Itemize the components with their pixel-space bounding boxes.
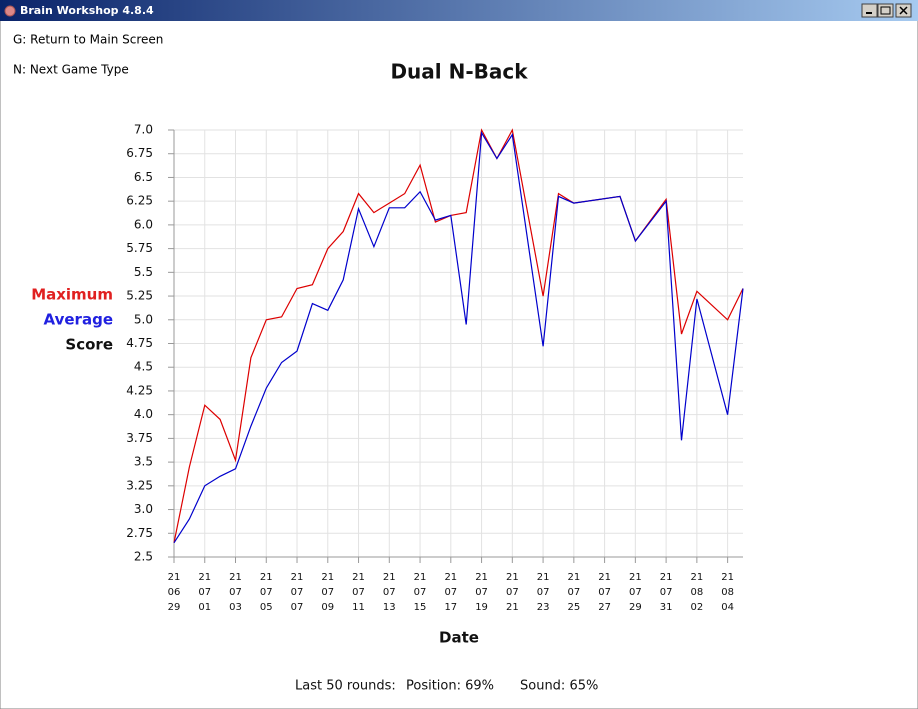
x-tick-label: 08 (721, 587, 734, 598)
x-tick-label: 07 (321, 587, 334, 598)
x-tick-label: 07 (352, 587, 365, 598)
x-tick-label: 11 (352, 602, 365, 613)
x-tick-label: 07 (660, 587, 673, 598)
x-tick-label: 29 (629, 602, 642, 613)
x-tick-label: 19 (475, 602, 488, 613)
x-tick-label: 07 (506, 587, 519, 598)
y-tick-label: 3.0 (134, 502, 153, 516)
x-tick-label: 27 (598, 602, 611, 613)
x-tick-label: 07 (291, 587, 304, 598)
y-tick-label: 2.5 (134, 550, 153, 564)
x-tick-label: 21 (690, 572, 703, 583)
window-title: Brain Workshop 4.8.4 (20, 4, 154, 17)
y-tick-label: 4.25 (126, 383, 153, 397)
maximize-glyph (880, 6, 891, 15)
x-tick-label: 02 (690, 602, 703, 613)
x-tick-label: 07 (629, 587, 642, 598)
plot: 2.5 2.75 3.0 3.25 3.5 3.75 4.0 4.25 4.5 4.75 5.0 5.… (31, 123, 744, 613)
y-tick-label: 3.75 (126, 431, 153, 445)
legend-entry: Maximum (31, 286, 113, 304)
x-tick-label: 21 (506, 602, 519, 613)
x-tick-label: 07 (383, 587, 396, 598)
x-tick-label: 05 (260, 602, 273, 613)
y-axis-label: Score (65, 336, 113, 354)
x-tick-label: 21 (537, 572, 550, 583)
minimize-button[interactable] (861, 3, 878, 18)
x-tick-label: 21 (444, 572, 457, 583)
x-tick-label: 29 (168, 602, 181, 613)
x-tick-label: 07 (567, 587, 580, 598)
chart-title: Dual N-Back (390, 60, 528, 84)
footer-stat: Position: 69% (406, 679, 494, 694)
x-tick-label: 21 (229, 572, 242, 583)
close-glyph (899, 6, 908, 15)
legend-entry: Average (44, 311, 113, 329)
x-tick-label: 01 (198, 602, 211, 613)
title-bar (0, 0, 918, 21)
x-tick-label: 21 (414, 572, 427, 583)
x-tick-label: 07 (598, 587, 611, 598)
x-tick-label: 21 (506, 572, 519, 583)
x-tick-label: 21 (168, 572, 181, 583)
y-tick-label: 4.5 (134, 360, 153, 374)
maximize-button[interactable] (877, 3, 894, 18)
x-tick-label: 07 (444, 587, 457, 598)
x-tick-label: 07 (229, 587, 242, 598)
x-tick-label: 21 (291, 572, 304, 583)
footer-stat: Last 50 rounds: (295, 679, 396, 694)
y-tick-label: 6.25 (126, 194, 153, 208)
y-tick-label: 6.75 (126, 146, 153, 160)
x-tick-label: 21 (567, 572, 580, 583)
footer-stat: Sound: 65% (520, 679, 598, 694)
y-tick-label: 6.5 (134, 170, 153, 184)
x-tick-label: 07 (475, 587, 488, 598)
x-axis-label: Date (439, 629, 479, 647)
x-tick-label: 06 (168, 587, 181, 598)
y-tick-label: 3.25 (126, 478, 153, 492)
y-tick-label: 5.0 (134, 312, 153, 326)
x-tick-label: 31 (660, 602, 673, 613)
x-tick-label: 15 (414, 602, 427, 613)
x-tick-label: 13 (383, 602, 396, 613)
x-tick-label: 21 (198, 572, 211, 583)
y-tick-label: 4.0 (134, 407, 153, 421)
x-tick-label: 21 (383, 572, 396, 583)
x-tick-label: 08 (690, 587, 703, 598)
y-tick-label: 7.0 (134, 123, 153, 137)
x-tick-label: 09 (321, 602, 334, 613)
window-buttons (861, 3, 912, 18)
y-tick-label: 6.0 (134, 217, 153, 231)
series-line (173, 130, 744, 544)
menu-item[interactable]: G: Return to Main Screen (13, 33, 163, 47)
x-tick-label: 21 (352, 572, 365, 583)
x-tick-label: 04 (721, 602, 734, 613)
x-tick-label: 07 (291, 602, 304, 613)
x-tick-label: 07 (260, 587, 273, 598)
x-tick-label: 03 (229, 602, 242, 613)
x-tick-label: 07 (537, 587, 550, 598)
y-tick-label: 3.5 (134, 455, 153, 469)
x-tick-label: 21 (475, 572, 488, 583)
y-tick-label: 5.5 (134, 265, 153, 279)
y-tick-label: 5.25 (126, 289, 153, 303)
x-tick-label: 07 (198, 587, 211, 598)
y-tick-label: 5.75 (126, 241, 153, 255)
y-tick-label: 2.75 (126, 526, 153, 540)
x-tick-label: 07 (414, 587, 427, 598)
x-tick-label: 21 (321, 572, 334, 583)
x-tick-label: 21 (598, 572, 611, 583)
y-tick-label: 4.75 (126, 336, 153, 350)
app-icon (4, 5, 16, 17)
x-tick-label: 21 (629, 572, 642, 583)
x-tick-label: 21 (721, 572, 734, 583)
x-tick-label: 25 (567, 602, 580, 613)
x-tick-label: 21 (260, 572, 273, 583)
x-tick-label: 21 (660, 572, 673, 583)
x-tick-label: 17 (444, 602, 457, 613)
menu-item[interactable]: N: Next Game Type (13, 63, 129, 77)
x-tick-label: 23 (537, 602, 550, 613)
